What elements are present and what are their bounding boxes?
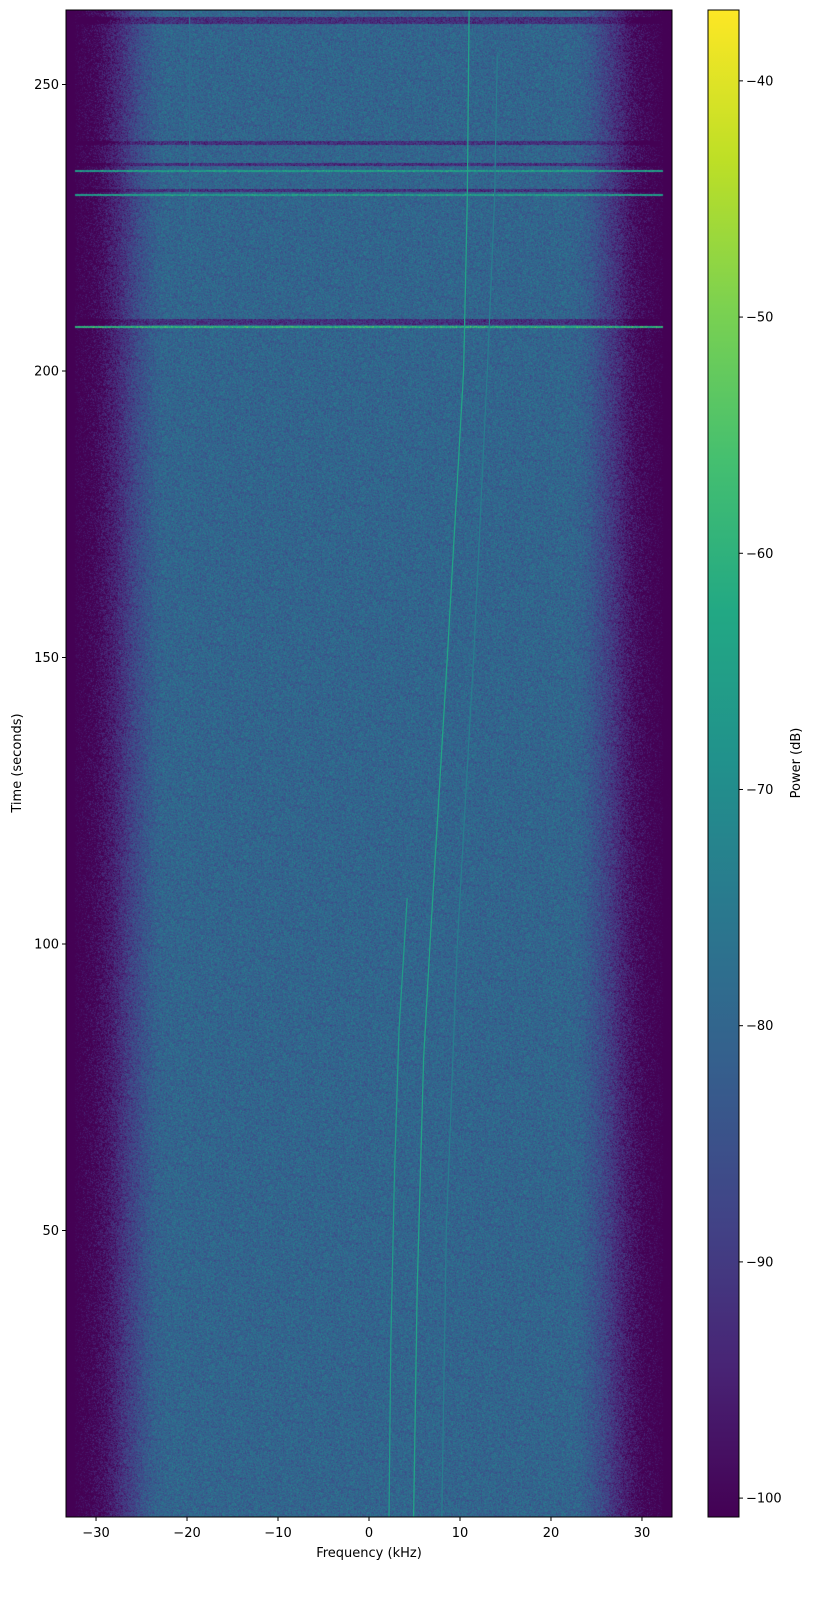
x-tick-label: 20 [543, 1526, 560, 1541]
colorbar-tick-label: −90 [746, 1255, 773, 1270]
x-axis-ticks: −30 −20 −10 0 10 20 30 [82, 1517, 650, 1541]
y-axis-ticks: 50 100 150 200 250 [34, 78, 66, 1239]
x-tick-label: −10 [264, 1526, 291, 1541]
colorbar-tick-label: −60 [746, 547, 773, 562]
plot-frame [65, 9, 673, 1518]
colorbar-tick-label: −50 [746, 311, 773, 326]
y-tick-label: 250 [34, 78, 59, 93]
spectrogram-image [66, 10, 672, 1517]
y-axis-label: Time (seconds) [10, 713, 25, 813]
y-tick-label: 100 [34, 937, 59, 952]
colorbar-label: Power (dB) [789, 728, 804, 799]
colorbar-tick-label: −80 [746, 1019, 773, 1034]
colorbar-tick-label: −40 [746, 74, 773, 89]
x-tick-label: 10 [452, 1526, 469, 1541]
colorbar-ticks: −40 −50 −60 −70 −80 −90 −100 [739, 74, 782, 1507]
signal-traces [189, 9, 498, 1518]
signal-trace-3 [441, 55, 498, 1518]
colorbar-tick-label: −70 [746, 783, 773, 798]
x-tick-label: 0 [365, 1526, 373, 1541]
y-tick-label: 50 [42, 1224, 59, 1239]
signal-trace-2 [412, 9, 470, 1518]
colorbar [707, 9, 740, 1518]
x-tick-label: 30 [634, 1526, 651, 1541]
x-tick-label: −30 [82, 1526, 109, 1541]
signal-trace-1 [388, 898, 408, 1518]
y-tick-label: 200 [34, 364, 59, 379]
colorbar-tick-label: −100 [746, 1492, 782, 1507]
y-tick-label: 150 [34, 651, 59, 666]
x-tick-label: −20 [173, 1526, 200, 1541]
x-axis-label: Frequency (kHz) [316, 1546, 422, 1561]
